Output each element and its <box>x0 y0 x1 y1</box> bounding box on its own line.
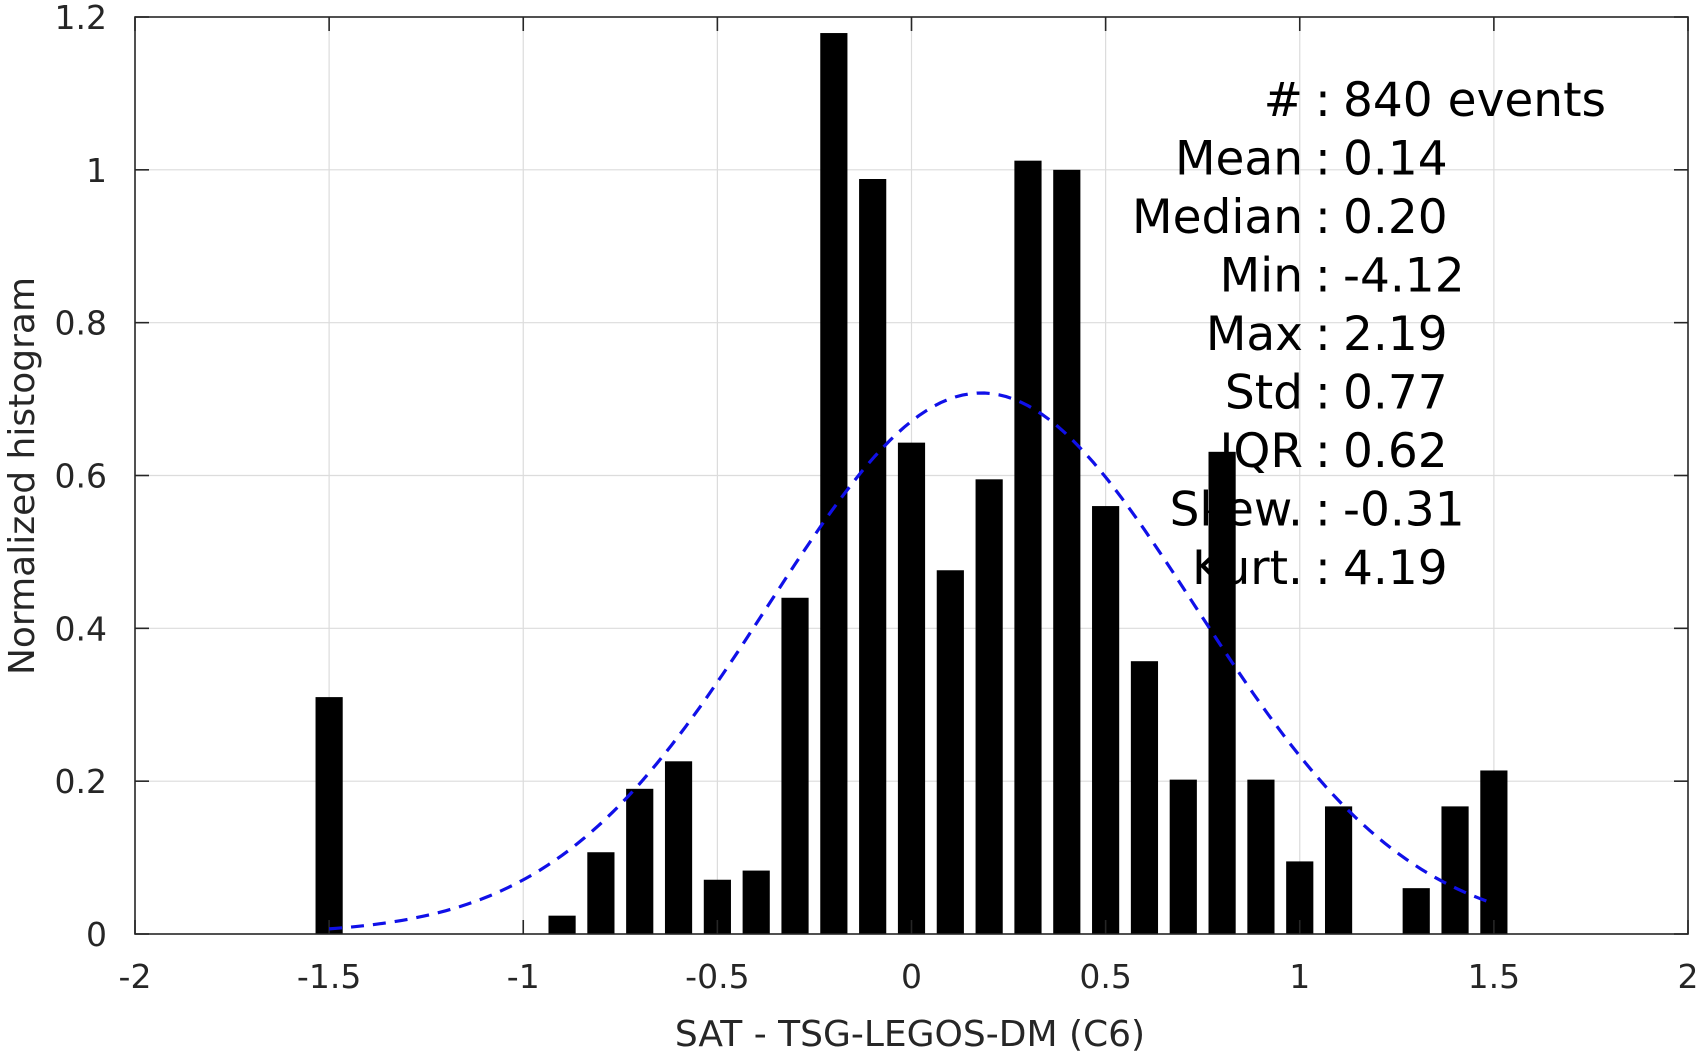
histogram-bar <box>548 915 576 934</box>
histogram-bar <box>1130 661 1159 934</box>
stats-label: Median <box>1132 190 1303 245</box>
histogram-bar <box>781 597 809 934</box>
stats-label: Min <box>1220 249 1303 304</box>
axes-layer: -2 -1.5 -1 -0.5 0 0.5 1 1.5 2 0 0.2 0.4 0.6 0.8 1 1.2 <box>55 0 1699 996</box>
stats-value: -0.31 <box>1343 483 1465 538</box>
stats-label: # <box>1264 73 1303 128</box>
stats-separator: : <box>1315 366 1331 421</box>
y-tick-label: 0.6 <box>55 457 107 496</box>
x-axis-label: SAT - TSG-LEGOS-DM (C6) <box>675 1014 1145 1053</box>
y-tick-label: 0 <box>86 915 107 954</box>
x-tick-label: -2 <box>119 957 152 996</box>
histogram-bar <box>664 761 693 934</box>
bar-layer <box>315 33 1508 935</box>
stats-value: 0.14 <box>1343 132 1448 187</box>
stats-label: Kurt. <box>1192 541 1303 596</box>
histogram-bar <box>897 442 926 934</box>
x-tick-label: -1 <box>507 957 540 996</box>
y-tick-label: 1 <box>86 151 107 190</box>
x-tick-label: 0 <box>901 957 922 996</box>
stats-value: 2.19 <box>1343 307 1448 362</box>
stats-value: 4.19 <box>1343 541 1448 596</box>
histogram-bar <box>587 852 615 934</box>
y-tick-label: 0.2 <box>55 762 107 801</box>
x-tick-label: 1 <box>1289 957 1310 996</box>
stats-separator: : <box>1315 132 1331 187</box>
histogram-bar <box>1092 506 1120 934</box>
histogram-bar <box>975 479 1003 934</box>
stats-label: Mean <box>1175 132 1303 187</box>
x-tick-label: -1.5 <box>297 957 361 996</box>
histogram-bar <box>820 33 848 935</box>
stats-separator: : <box>1315 483 1331 538</box>
histogram-bar <box>742 870 770 934</box>
histogram-bar <box>936 570 964 934</box>
stats-label: Max <box>1206 307 1303 362</box>
stats-value: 0.20 <box>1343 190 1448 245</box>
stats-label: IQR <box>1219 424 1303 479</box>
x-tick-label: 2 <box>1678 957 1699 996</box>
histogram-bar <box>1441 806 1469 934</box>
stats-value: 0.77 <box>1343 366 1448 421</box>
stats-separator: : <box>1315 249 1331 304</box>
gaussian-fit-curve <box>328 391 1495 931</box>
histogram-bar <box>1402 888 1430 934</box>
y-tick-label: 0.8 <box>55 304 107 343</box>
histogram-bar <box>626 788 654 934</box>
histogram-bar <box>315 697 343 934</box>
stats-separator: : <box>1315 424 1331 479</box>
stats-value: 840 events <box>1343 73 1606 128</box>
y-axis-label: Normalized histogram <box>2 277 43 675</box>
histogram-bar <box>1169 779 1197 934</box>
histogram-bar <box>1208 451 1236 934</box>
x-tick-label: 1.5 <box>1468 957 1520 996</box>
y-tick-label: 1.2 <box>55 0 107 37</box>
histogram-bar <box>1053 169 1081 935</box>
stats-value: 0.62 <box>1343 424 1448 479</box>
stats-separator: : <box>1315 190 1331 245</box>
y-tick-label: 0.4 <box>55 609 107 648</box>
histogram-bar <box>1324 806 1353 934</box>
histogram-bar <box>1014 160 1042 934</box>
stats-value: -4.12 <box>1343 249 1465 304</box>
histogram-bar <box>1247 779 1275 934</box>
stats-label: Std <box>1225 366 1303 421</box>
stats-separator: : <box>1315 307 1331 362</box>
x-tick-label: 0.5 <box>1079 957 1131 996</box>
x-tick-label: -0.5 <box>685 957 749 996</box>
histogram-bar <box>1480 770 1508 934</box>
stats-separator: : <box>1315 541 1331 596</box>
histogram-bar <box>859 179 887 935</box>
stats-label: Skew. <box>1170 483 1303 538</box>
curve-layer <box>328 391 1495 931</box>
stats-separator: : <box>1315 73 1331 128</box>
